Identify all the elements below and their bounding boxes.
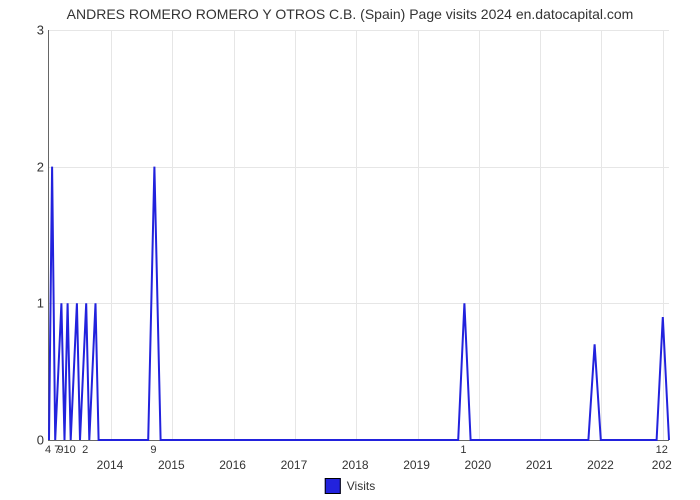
y-tick-label: 0 (20, 433, 44, 448)
x-year-label: 2018 (342, 458, 369, 472)
plot-area (48, 30, 669, 441)
x-year-label: 2021 (526, 458, 553, 472)
legend: Visits (325, 478, 375, 494)
x-year-label: 2020 (465, 458, 492, 472)
y-tick-label: 1 (20, 296, 44, 311)
line-series (49, 30, 669, 440)
legend-label: Visits (347, 479, 375, 493)
chart-container: ANDRES ROMERO ROMERO Y OTROS C.B. (Spain… (0, 0, 700, 500)
x-year-label: 2016 (219, 458, 246, 472)
x-year-label: 2017 (281, 458, 308, 472)
x-year-label: 2015 (158, 458, 185, 472)
x-subtick-label: 4 (45, 444, 51, 456)
x-year-label: 2022 (587, 458, 614, 472)
x-subtick-label: 1 (460, 444, 466, 456)
y-tick-label: 3 (20, 23, 44, 38)
legend-swatch (325, 478, 341, 494)
y-tick-label: 2 (20, 159, 44, 174)
x-year-label: 2014 (97, 458, 124, 472)
x-subtick-label: 9 (150, 444, 156, 456)
x-year-label: 2019 (403, 458, 430, 472)
x-subtick-label: 2 (82, 444, 88, 456)
x-subtick-label: 12 (656, 444, 668, 456)
x-year-label: 202 (652, 458, 672, 472)
chart-title: ANDRES ROMERO ROMERO Y OTROS C.B. (Spain… (0, 6, 700, 22)
x-subtick-label: 910 (57, 444, 75, 456)
